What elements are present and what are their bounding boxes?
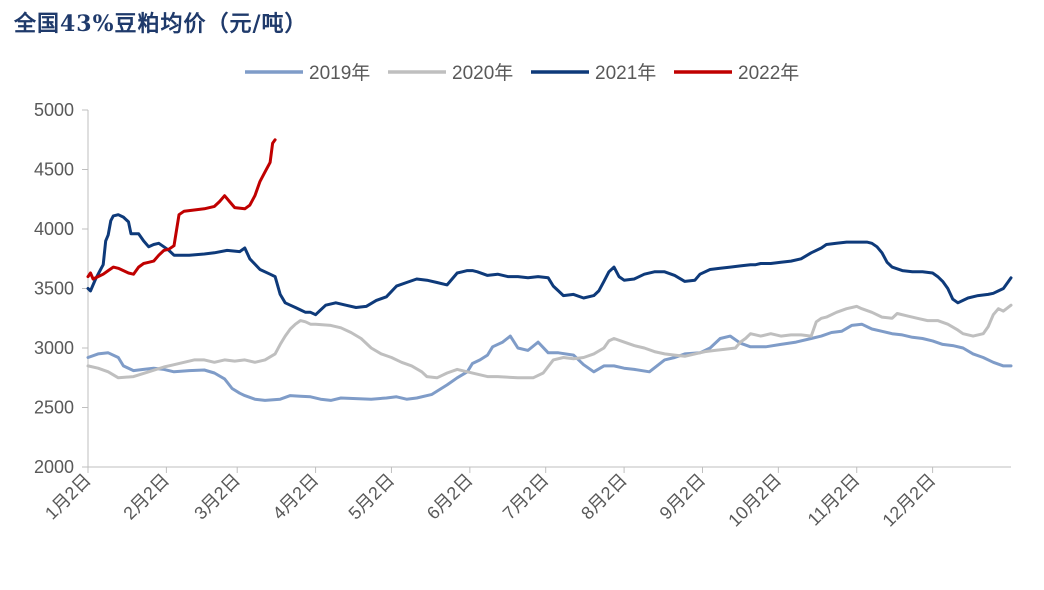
x-tick-label: 2月2日 [119, 470, 173, 524]
x-tick-label: 11月2日 [804, 470, 864, 530]
legend-label: 2019年 [309, 62, 370, 84]
y-tick-label: 2000 [34, 457, 74, 477]
y-tick-label: 3000 [34, 338, 74, 358]
legend-label: 2020年 [452, 62, 513, 84]
x-tick-label: 7月2日 [499, 470, 553, 524]
series-line-2019年 [86, 322, 1013, 402]
y-axis: 2000 2500 3000 3500 4000 4500 5000 [34, 100, 89, 477]
x-tick-label: 9月2日 [656, 470, 710, 524]
series-layer [86, 138, 1013, 402]
y-tick-label: 4000 [34, 219, 74, 239]
chart-legend: 2019年 2020年 2021年 2022年 [245, 62, 799, 84]
x-tick-label: 12月2日 [879, 470, 940, 531]
x-tick-label: 8月2日 [577, 470, 631, 524]
legend-label: 2022年 [738, 62, 799, 84]
x-axis: 1月2日 2月2日 3月2日 4月2日 5月2日 6月2日 7月2日 8月2日 9月2日 10月2… [41, 466, 1011, 531]
series-line-2020年 [86, 303, 1013, 380]
x-tick-label: 4月2日 [269, 470, 323, 524]
y-tick-label: 2500 [34, 398, 74, 418]
series-line-2021年 [86, 213, 1013, 317]
legend-label: 2021年 [595, 62, 656, 84]
series-line-2022年 [86, 138, 277, 281]
y-tick-label: 3500 [34, 279, 74, 299]
x-tick-label: 6月2日 [423, 470, 477, 524]
x-tick-label: 3月2日 [190, 470, 244, 524]
x-tick-label: 10月2日 [724, 470, 785, 531]
y-tick-label: 4500 [34, 160, 74, 180]
chart-title: 全国43%豆粕均价（元/吨） [14, 11, 308, 37]
x-tick-label: 5月2日 [345, 470, 399, 524]
y-tick-label: 5000 [34, 100, 74, 120]
x-tick-label: 1月2日 [41, 470, 95, 524]
